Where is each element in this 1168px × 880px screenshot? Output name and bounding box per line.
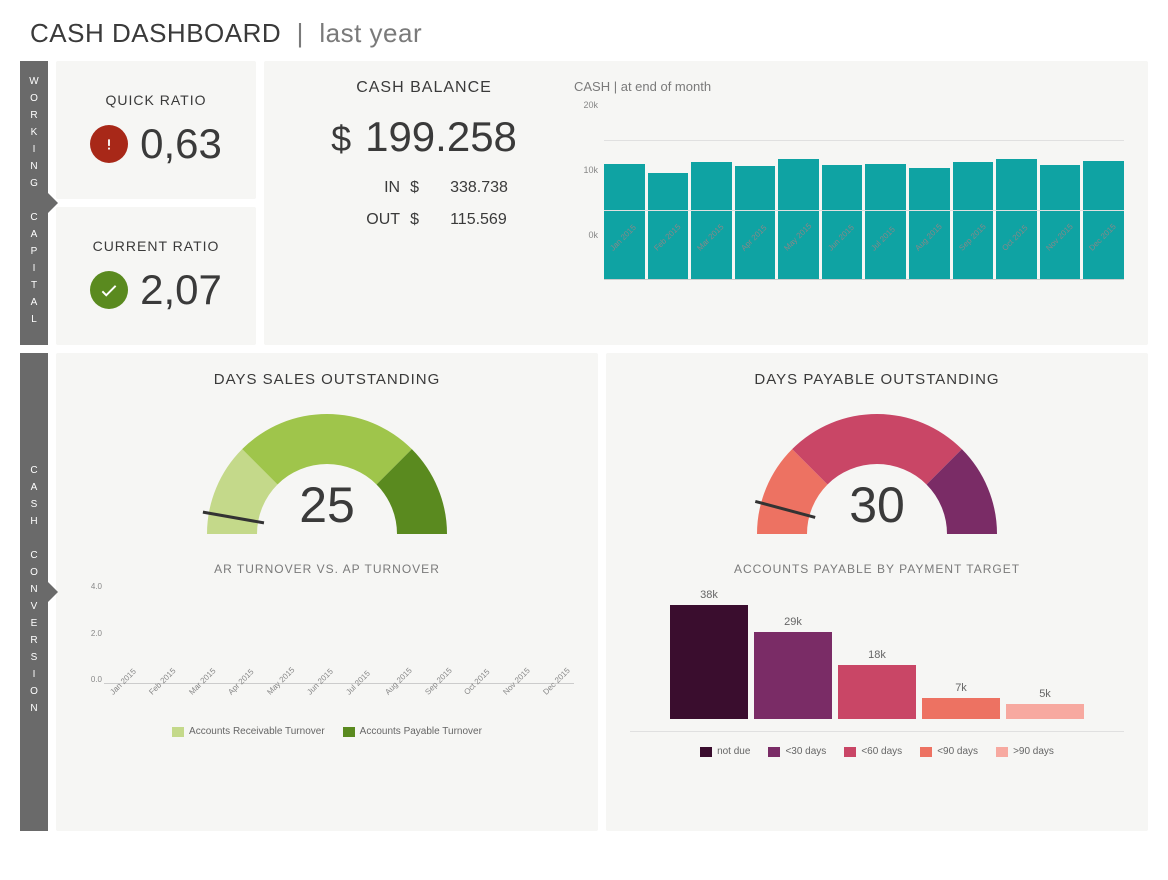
cash-balance-value: 199.258 [365,113,517,161]
legend-item: not due [700,746,750,757]
dso-title: DAYS SALES OUTSTANDING [214,371,441,388]
turnover-chart: 4.02.00.0 Jan 2015Feb 2015Mar 2015Apr 20… [80,582,574,722]
legend-item: Accounts Payable Turnover [343,726,482,737]
ap-bar [838,665,916,719]
current-ratio-value: 2,07 [140,266,222,314]
turnover-title: AR TURNOVER VS. AP TURNOVER [214,562,440,576]
quick-ratio-card: QUICK RATIO 0,63 [56,61,256,199]
legend-item: <30 days [768,746,826,757]
ap-bar [1006,704,1084,719]
cash-in-label: IN [340,179,400,197]
tab-cash-conversion[interactable]: CASH CONVERSION [20,353,48,831]
quick-ratio-title: QUICK RATIO [106,92,207,108]
page-header: CASH DASHBOARD | last year [0,0,1168,61]
cash-chart-title: CASH | at end of month [574,79,1128,94]
legend-item: >90 days [996,746,1054,757]
check-icon [90,271,128,309]
dpo-gauge: 30 [747,404,1007,534]
legend-item: Accounts Receivable Turnover [172,726,325,737]
legend-item: <60 days [844,746,902,757]
side-tabs: WORKING CAPITAL CASH CONVERSION [20,61,48,831]
ap-bar-label: 38k [700,589,718,601]
cash-bar-chart: 20k10k0k Jan 2015Feb 2015Mar 2015Apr 201… [574,100,1128,280]
turnover-legend: Accounts Receivable Turnover Accounts Pay… [172,726,482,737]
cash-balance-card: CASH BALANCE $ 199.258 IN $ 338.738 OUT … [264,61,1148,345]
current-ratio-title: CURRENT RATIO [93,238,220,254]
cash-out-label: OUT [340,211,400,229]
ap-bar-label: 5k [1039,688,1051,700]
current-ratio-card: CURRENT RATIO 2,07 [56,207,256,345]
dpo-value: 30 [849,476,905,534]
ap-bar [670,605,748,719]
warning-icon [90,125,128,163]
ap-target-legend: not due <30 days <60 days <90 days >90 days [700,746,1054,757]
dpo-card: DAYS PAYABLE OUTSTANDING 30 ACCOUNTS PAY… [606,353,1148,831]
ap-bar-label: 29k [784,616,802,628]
ap-bar [754,632,832,719]
cash-balance-title: CASH BALANCE [356,79,492,97]
cash-in-value: 338.738 [450,179,508,197]
ap-bar [922,698,1000,719]
cash-out-value: 115.569 [450,211,508,229]
currency-symbol: $ [331,118,351,160]
ap-target-title: ACCOUNTS PAYABLE BY PAYMENT TARGET [734,562,1020,576]
dso-card: DAYS SALES OUTSTANDING 25 AR TURNOVER VS… [56,353,598,831]
dso-gauge: 25 [197,404,457,534]
dpo-title: DAYS PAYABLE OUTSTANDING [754,371,999,388]
page-subtitle: last year [319,18,422,48]
quick-ratio-value: 0,63 [140,120,222,168]
ap-target-chart: 38k 29k 18k 7k 5k [630,582,1124,732]
ap-bar-label: 7k [955,682,967,694]
page-title: CASH DASHBOARD [30,18,281,48]
dso-value: 25 [299,476,355,534]
ap-bar-label: 18k [868,649,886,661]
legend-item: <90 days [920,746,978,757]
tab-working-capital[interactable]: WORKING CAPITAL [20,61,48,345]
